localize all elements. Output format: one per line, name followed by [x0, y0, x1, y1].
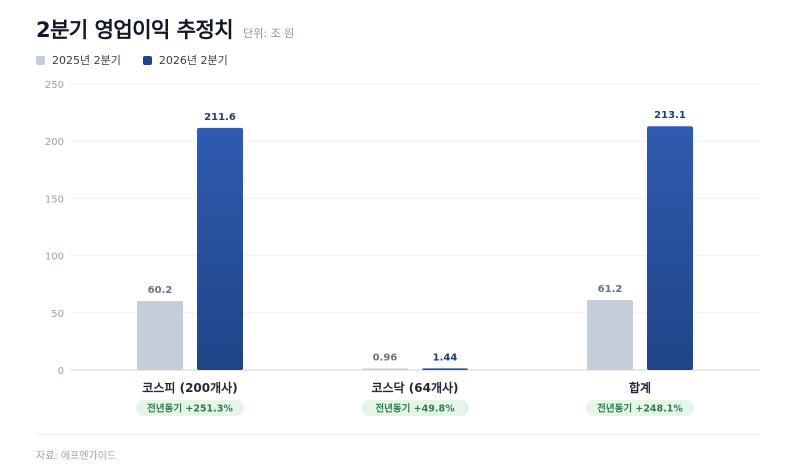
bar-2025-1 — [362, 368, 408, 370]
y-tick-label: 50 — [51, 309, 64, 320]
chart-legend: 2025년 2분기 2026년 2분기 — [36, 52, 250, 68]
yoy-badge: 전년동기 +49.8% — [375, 403, 455, 415]
footer-divider — [36, 434, 760, 435]
bar-2026-0 — [197, 127, 243, 371]
unit-label: 단위: 조 원 — [243, 27, 295, 40]
data-label: 61.2 — [598, 284, 623, 295]
bar-2025-0 — [137, 301, 183, 370]
legend-label-2026: 2026년 2분기 — [158, 54, 228, 67]
y-tick-label: 0 — [58, 366, 64, 377]
legend-item-2026: 2026년 2분기 — [142, 52, 228, 68]
data-label: 1.44 — [433, 352, 458, 363]
yoy-badge-bg — [136, 400, 244, 416]
legend-item-2025: 2025년 2분기 — [36, 52, 121, 68]
yoy-badge-bg — [361, 400, 469, 416]
yoy-badge-bg — [586, 400, 694, 416]
y-tick-label: 200 — [45, 137, 64, 148]
y-tick-label: 250 — [45, 80, 64, 91]
data-label: 60.2 — [148, 285, 173, 296]
yoy-badge: 전년동기 +251.3% — [147, 403, 233, 415]
legend-label-2025: 2025년 2분기 — [52, 54, 121, 67]
bar-2026-2 — [647, 126, 693, 371]
x-category-label: 합계 — [629, 380, 651, 395]
y-tick-label: 150 — [45, 194, 64, 205]
data-label: 213.1 — [654, 110, 686, 121]
yoy-badge: 전년동기 +248.1% — [597, 403, 683, 415]
data-label: 0.96 — [373, 353, 398, 364]
chart-header: 2분기 영업이익 추정치 단위: 조 원 — [36, 14, 294, 44]
chart-title: 2분기 영업이익 추정치 — [36, 18, 234, 42]
bar-2025-2 — [587, 299, 633, 370]
x-category-label: 코스닥 (64개사) — [371, 380, 458, 395]
x-category-label: 코스피 (200개사) — [142, 380, 237, 395]
source-note: 자료: 에프엔가이드 — [36, 451, 117, 462]
legend-swatch-2026 — [142, 55, 152, 65]
data-label: 211.6 — [204, 112, 236, 123]
legend-swatch-2025 — [36, 55, 45, 65]
bar-2026-1 — [422, 368, 468, 370]
y-tick-label: 100 — [45, 252, 64, 263]
